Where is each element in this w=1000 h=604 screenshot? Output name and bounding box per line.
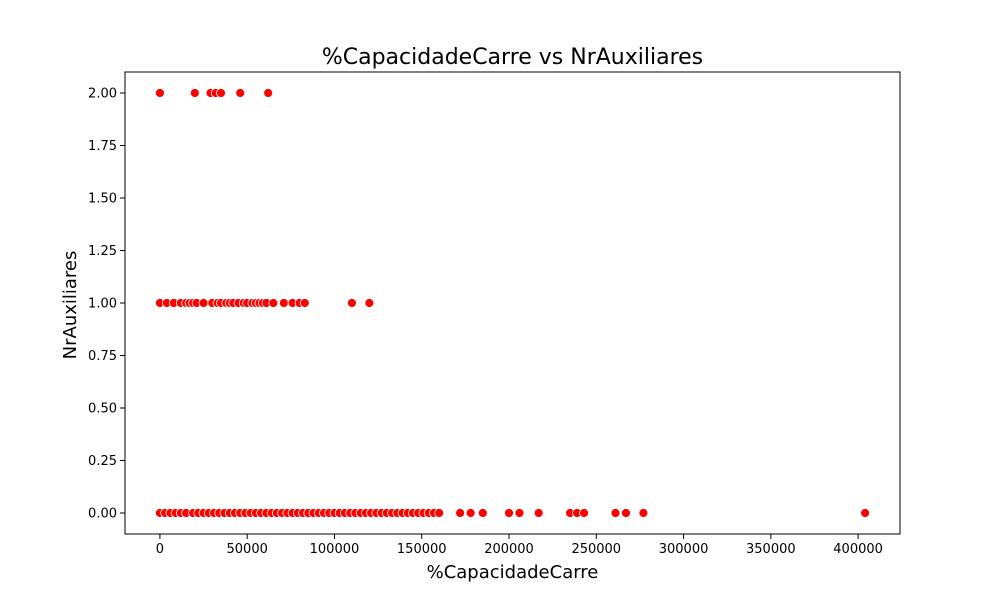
data-point bbox=[364, 298, 375, 308]
data-points bbox=[155, 88, 870, 518]
x-tick-label: 0 bbox=[156, 542, 164, 557]
data-point bbox=[455, 508, 466, 518]
y-tick-label: 0.25 bbox=[88, 454, 117, 469]
data-point bbox=[860, 508, 870, 518]
y-tick-label: 2.00 bbox=[88, 87, 117, 102]
x-tick-label: 350000 bbox=[746, 542, 796, 557]
data-point bbox=[347, 298, 357, 308]
data-point bbox=[621, 508, 631, 518]
data-point bbox=[504, 508, 514, 518]
data-point bbox=[434, 508, 445, 518]
data-point bbox=[610, 508, 621, 518]
y-tick-label: 1.00 bbox=[88, 297, 117, 312]
x-tick-label: 100000 bbox=[310, 542, 360, 557]
data-point bbox=[533, 508, 544, 518]
data-point bbox=[278, 298, 289, 308]
x-axis-ticks: 0 50000 100000 150000 200000 250000 300000 3500… bbox=[156, 534, 883, 557]
data-point bbox=[514, 508, 525, 518]
data-point bbox=[299, 298, 310, 308]
data-point bbox=[579, 508, 589, 518]
data-point bbox=[155, 88, 165, 98]
y-tick-label: 1.25 bbox=[88, 244, 117, 259]
data-point bbox=[638, 508, 649, 518]
x-tick-label: 250000 bbox=[571, 542, 621, 557]
data-point bbox=[235, 88, 246, 98]
data-point bbox=[198, 298, 209, 308]
x-tick-label: 50000 bbox=[227, 542, 268, 557]
x-tick-label: 150000 bbox=[397, 542, 447, 557]
data-point bbox=[216, 88, 226, 98]
x-tick-label: 200000 bbox=[484, 542, 534, 557]
data-point bbox=[465, 508, 476, 518]
plot-frame bbox=[124, 71, 901, 535]
y-tick-label: 0.75 bbox=[88, 349, 117, 364]
x-tick-label: 400000 bbox=[833, 542, 883, 557]
y-axis-label: NrAuxiliares bbox=[60, 251, 81, 360]
y-tick-label: 0.00 bbox=[88, 507, 117, 522]
y-tick-label: 1.75 bbox=[88, 139, 117, 154]
x-tick-label: 300000 bbox=[659, 542, 709, 557]
y-tick-label: 0.50 bbox=[88, 402, 117, 417]
y-axis-ticks: 0.00 0.25 0.50 0.75 1.00 1.25 1.50 1.75 2.00 bbox=[88, 87, 125, 522]
data-point bbox=[263, 88, 274, 98]
data-point bbox=[189, 88, 200, 98]
y-tick-label: 1.50 bbox=[88, 192, 117, 207]
chart-title: %CapacidadeCarre vs NrAuxiliares bbox=[322, 45, 703, 70]
data-point bbox=[268, 298, 279, 308]
data-point bbox=[477, 508, 488, 518]
x-axis-label: %CapacidadeCarre bbox=[427, 562, 599, 583]
